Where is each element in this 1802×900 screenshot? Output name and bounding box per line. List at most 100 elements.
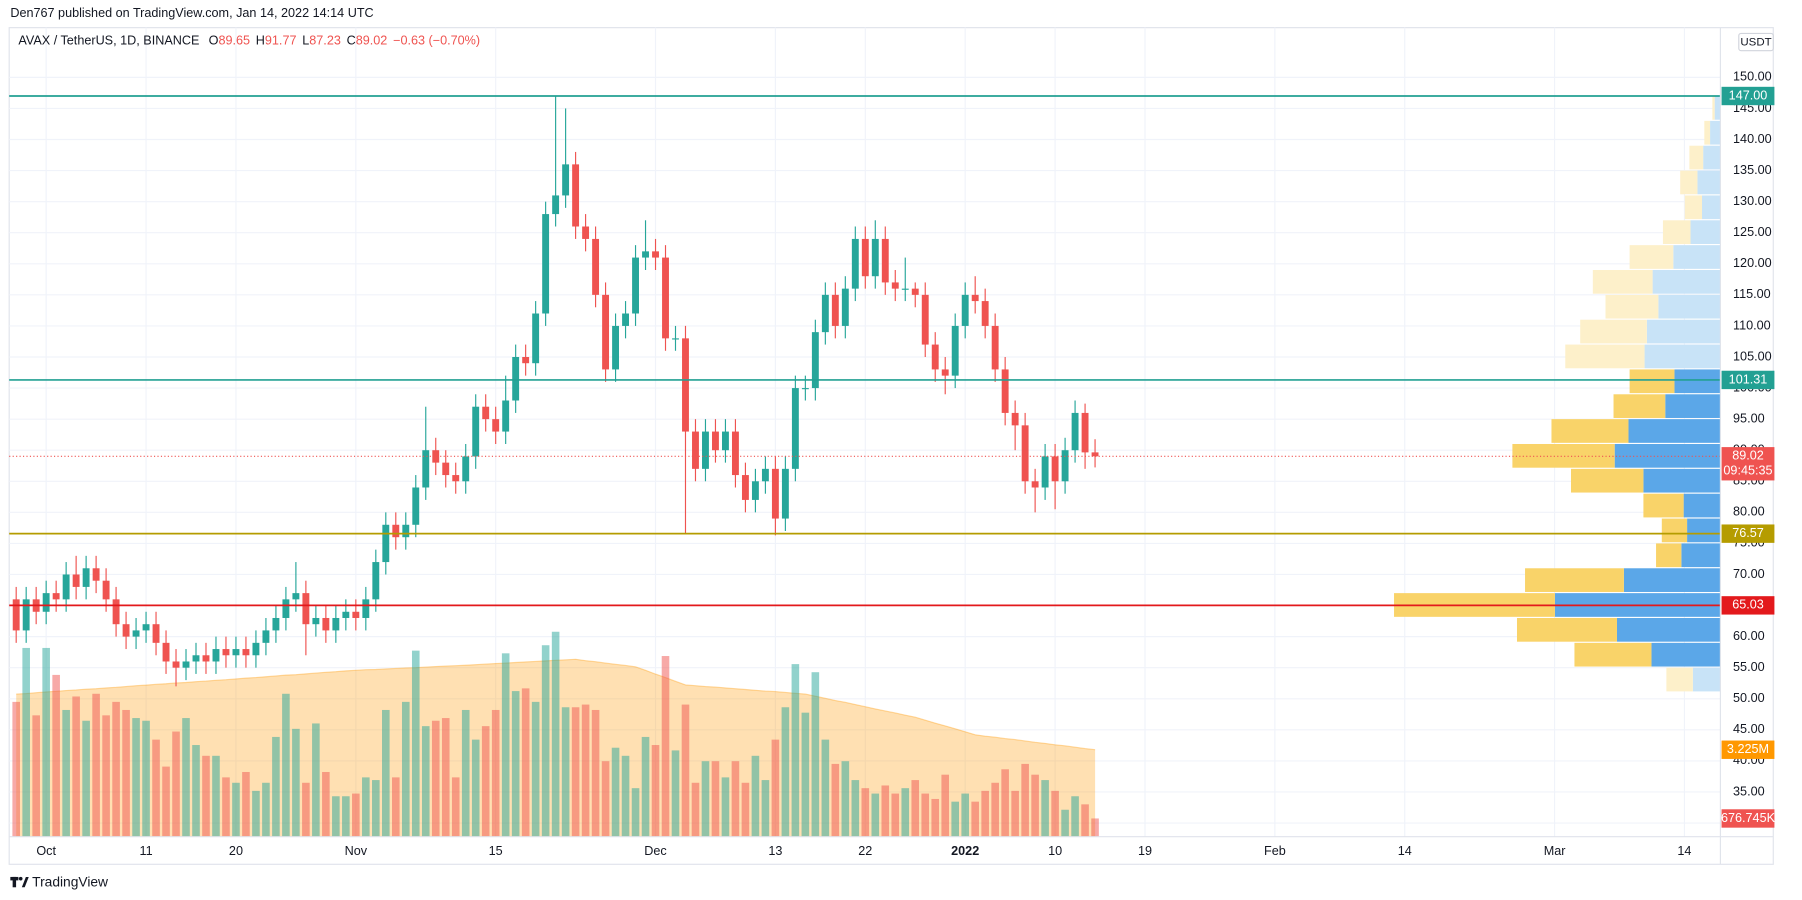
candle-body (552, 195, 560, 215)
volume-bar (991, 782, 999, 837)
profile-down-bar (1680, 170, 1698, 195)
candle-body (262, 630, 270, 643)
volume-bar (192, 745, 200, 837)
volume-bar (232, 782, 240, 837)
volume-bar (32, 715, 40, 837)
last-price-box (1721, 447, 1775, 481)
volume-bar (791, 664, 800, 837)
candle-body (102, 580, 110, 600)
x-tick-label: 14 (1677, 844, 1691, 858)
volume-bar (621, 755, 630, 837)
volume-bar (731, 761, 740, 837)
volume-bar (411, 650, 420, 837)
volume-bar (401, 701, 410, 837)
volume-bar (142, 720, 150, 837)
volume-bar (541, 645, 550, 837)
volume-bar (102, 715, 110, 837)
candle-body (592, 238, 600, 295)
volume-bar (262, 782, 270, 837)
candle-body (292, 593, 300, 600)
volume-bar (282, 693, 290, 837)
candle-body (12, 599, 20, 631)
candle-body (981, 301, 989, 326)
candle-body (991, 325, 999, 370)
currency-box[interactable] (1738, 32, 1774, 52)
logo-part (18, 876, 23, 881)
logo-part (21, 876, 29, 888)
candle-body (342, 611, 350, 618)
y-tick-label: 140.00 (1733, 132, 1772, 146)
candle-body (1061, 450, 1069, 482)
volume-bar (711, 761, 720, 837)
volume-bar (1081, 804, 1089, 837)
profile-up-bar (1658, 294, 1721, 319)
volume-bar (132, 718, 140, 837)
volume-bar (1031, 774, 1039, 837)
candle-body (1081, 412, 1089, 453)
volume-bar (62, 709, 70, 837)
profile-up-bar (1643, 468, 1721, 493)
profile-down-bar (1613, 394, 1666, 418)
candle-body (801, 388, 809, 390)
volume-bar (1041, 780, 1049, 837)
legend-key: C (347, 34, 356, 48)
candle-body (272, 617, 280, 631)
legend-key: O (209, 34, 219, 48)
candle-body (1001, 369, 1009, 413)
candle-body (781, 468, 789, 519)
candle-body (672, 338, 679, 340)
candle-body (751, 481, 759, 500)
candle-body (42, 593, 50, 612)
volume-bar (581, 704, 590, 837)
volume-bar (851, 780, 860, 837)
volume-bar (931, 798, 940, 837)
volume-bar (382, 709, 390, 837)
volume-bar (42, 647, 50, 837)
candle-body (172, 661, 180, 668)
y-tick-label: 45.00 (1733, 722, 1765, 736)
volume-bar (631, 788, 640, 837)
candle-body (741, 475, 749, 500)
volume-bar (72, 696, 80, 837)
profile-up-bar (1702, 195, 1721, 220)
volume-bar (651, 745, 660, 837)
profile-down-bar (1551, 419, 1629, 443)
candle-body (352, 611, 360, 618)
candle-body (202, 655, 210, 662)
volume-bar (342, 796, 350, 837)
volume-bar (461, 709, 470, 837)
candle-body (522, 356, 530, 364)
candle-body (442, 462, 450, 476)
candle-body (721, 431, 729, 451)
x-tick-label: 2022 (951, 844, 979, 858)
volume-bar (332, 796, 340, 837)
x-tick-label: 22 (858, 844, 872, 858)
profile-down-bar (1704, 120, 1711, 145)
legend-key: H (256, 34, 265, 48)
profile-up-bar (1692, 667, 1721, 692)
x-tick-label: 10 (1048, 844, 1062, 858)
volume-bar (501, 653, 510, 837)
profile-up-bar (1646, 319, 1721, 344)
level-label: 76.57 (1732, 526, 1764, 540)
candle-body (871, 238, 879, 277)
volume-bar (1021, 763, 1029, 837)
profile-up-bar (1714, 96, 1721, 120)
level-box (1721, 370, 1775, 390)
candle-body (392, 524, 400, 538)
profile-down-bar (1565, 344, 1645, 369)
volume-bar (821, 739, 830, 837)
candle-body (542, 214, 550, 314)
candle-body (692, 431, 699, 469)
candle-body (482, 406, 490, 420)
profile-down-bar (1643, 493, 1684, 518)
profile-down-bar (1666, 667, 1693, 692)
candle-body (232, 649, 240, 656)
profile-down-bar (1516, 617, 1617, 642)
profile-up-bar (1651, 642, 1721, 667)
legend-key: L (302, 34, 309, 48)
y-tick-label: 135.00 (1733, 163, 1772, 177)
candle-body (532, 313, 540, 364)
profile-up-bar (1623, 568, 1721, 592)
